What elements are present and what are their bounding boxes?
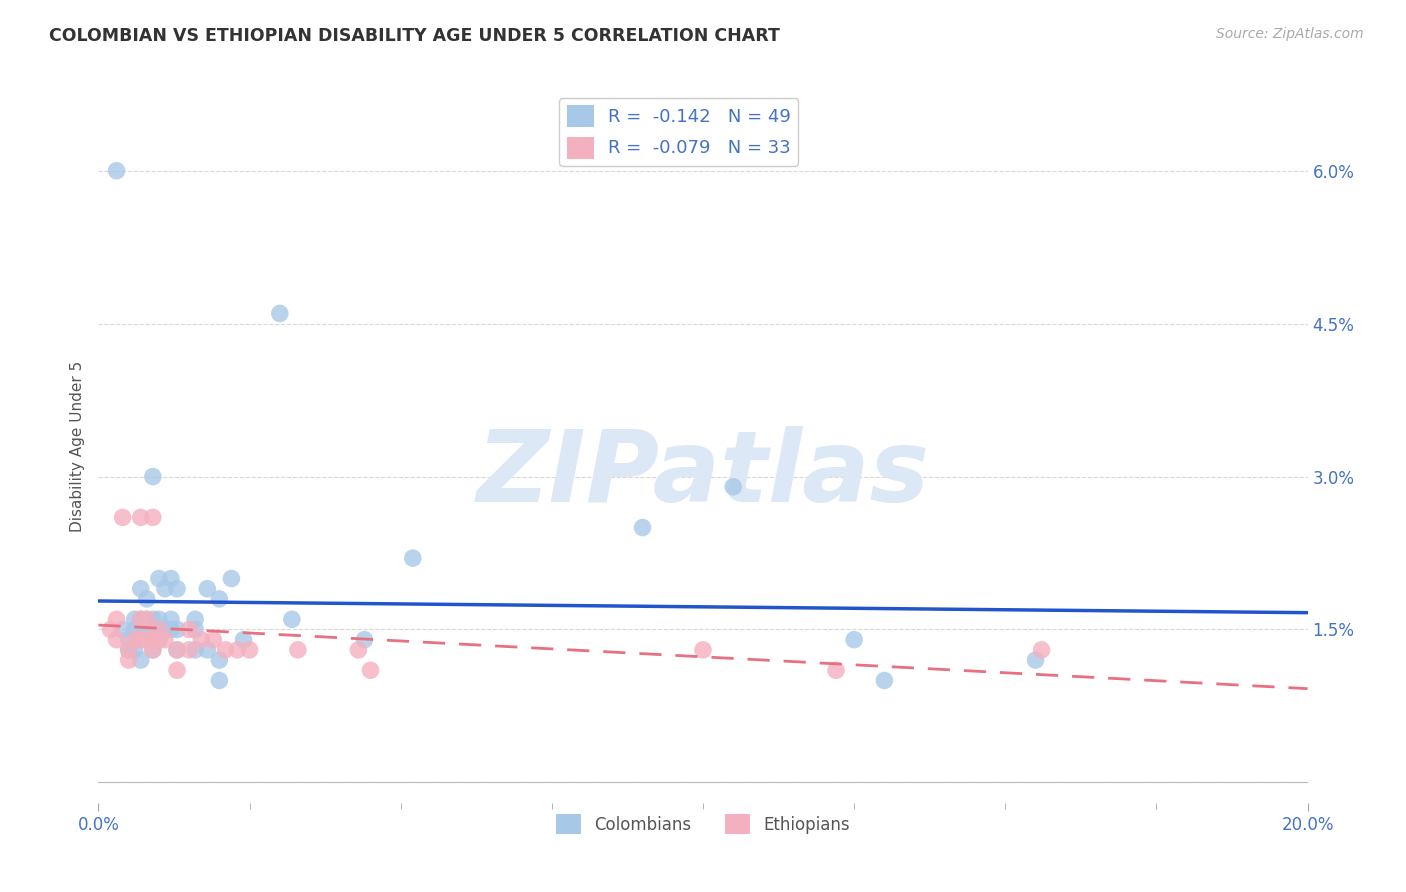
Point: [142, 643, 165, 657]
Point: [1031, 643, 1053, 657]
Point: [208, 673, 231, 688]
Point: [135, 612, 157, 626]
Point: [148, 632, 170, 647]
Point: [190, 632, 212, 647]
Point: [195, 643, 218, 657]
Point: [232, 632, 254, 647]
Text: Source: ZipAtlas.com: Source: ZipAtlas.com: [1216, 27, 1364, 41]
Point: [360, 663, 382, 677]
Point: [214, 643, 236, 657]
Point: [148, 623, 170, 637]
Point: [160, 623, 183, 637]
Point: [287, 643, 309, 657]
Point: [142, 632, 165, 647]
Point: [221, 572, 243, 586]
Point: [124, 643, 146, 657]
Legend: Colombians, Ethiopians: Colombians, Ethiopians: [550, 807, 856, 841]
Point: [118, 653, 141, 667]
Point: [129, 653, 152, 667]
Point: [142, 510, 165, 524]
Point: [129, 612, 152, 626]
Point: [179, 623, 201, 637]
Point: [129, 632, 152, 647]
Point: [148, 632, 170, 647]
Point: [723, 480, 745, 494]
Point: [124, 612, 146, 626]
Point: [129, 623, 152, 637]
Point: [153, 623, 176, 637]
Point: [153, 632, 176, 647]
Point: [124, 632, 146, 647]
Point: [166, 582, 188, 596]
Point: [148, 572, 170, 586]
Point: [105, 163, 128, 178]
Point: [135, 632, 157, 647]
Point: [142, 632, 165, 647]
Point: [692, 643, 714, 657]
Point: [873, 673, 896, 688]
Point: [148, 612, 170, 626]
Point: [166, 663, 188, 677]
Point: [844, 632, 866, 647]
Point: [281, 612, 304, 626]
Point: [353, 632, 375, 647]
Point: [153, 582, 176, 596]
Point: [226, 643, 249, 657]
Y-axis label: Disability Age Under 5: Disability Age Under 5: [69, 360, 84, 532]
Point: [142, 643, 165, 657]
Point: [184, 643, 207, 657]
Point: [184, 612, 207, 626]
Point: [202, 632, 225, 647]
Point: [160, 572, 183, 586]
Point: [208, 591, 231, 606]
Point: [195, 582, 218, 596]
Point: [135, 591, 157, 606]
Point: [118, 643, 141, 657]
Point: [111, 510, 134, 524]
Point: [166, 643, 188, 657]
Point: [129, 612, 152, 626]
Point: [100, 623, 122, 637]
Point: [129, 582, 152, 596]
Point: [129, 510, 152, 524]
Point: [111, 623, 134, 637]
Text: COLOMBIAN VS ETHIOPIAN DISABILITY AGE UNDER 5 CORRELATION CHART: COLOMBIAN VS ETHIOPIAN DISABILITY AGE UN…: [49, 27, 780, 45]
Point: [631, 520, 654, 534]
Point: [1024, 653, 1046, 667]
Point: [402, 551, 425, 566]
Point: [118, 643, 141, 657]
Point: [142, 469, 165, 483]
Point: [208, 653, 231, 667]
Point: [179, 643, 201, 657]
Point: [347, 643, 370, 657]
Point: [269, 306, 291, 320]
Point: [118, 632, 141, 647]
Point: [148, 623, 170, 637]
Point: [124, 623, 146, 637]
Point: [105, 612, 128, 626]
Point: [166, 643, 188, 657]
Point: [142, 612, 165, 626]
Point: [184, 623, 207, 637]
Point: [166, 623, 188, 637]
Point: [239, 643, 262, 657]
Point: [135, 612, 157, 626]
Point: [160, 612, 183, 626]
Text: ZIPatlas: ZIPatlas: [477, 426, 929, 523]
Point: [825, 663, 848, 677]
Point: [142, 623, 165, 637]
Point: [105, 632, 128, 647]
